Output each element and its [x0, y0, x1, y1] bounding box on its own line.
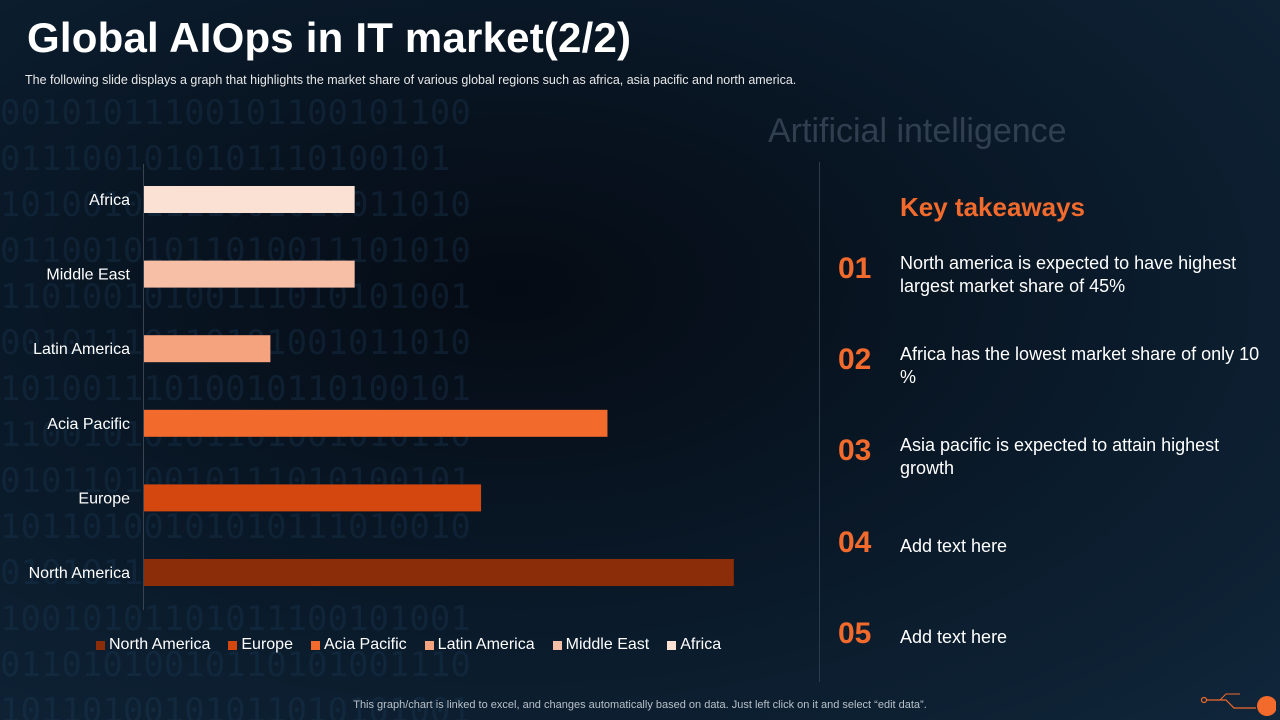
category-label: Middle East	[46, 267, 130, 284]
takeaway-number: 05	[838, 617, 872, 650]
circuit-decoration-icon	[1200, 693, 1276, 716]
takeaway-text: North america is expected to have highes…	[900, 253, 1237, 296]
takeaway-item-1: 01 North america is expected to have hig…	[838, 252, 1268, 298]
bars-group: Africa Middle East Latin America Acia Pacif…	[29, 186, 734, 586]
bar-chart[interactable]: Africa Middle East Latin America Acia Pacif…	[0, 150, 800, 630]
legend-label: Acia Pacific	[323, 636, 407, 653]
legend-label: Latin America	[437, 636, 535, 653]
takeaway-item-5: 05 Add text here	[838, 617, 1268, 651]
category-label: Latin America	[33, 341, 130, 358]
takeaway-text: Asia pacific is expected to attain highe…	[900, 435, 1220, 478]
legend-item: Middle East	[552, 636, 650, 654]
legend-label: North America	[109, 636, 211, 653]
legend-swatch	[96, 640, 105, 650]
legend-item: Europe	[228, 636, 293, 654]
legend-item: Africa	[667, 636, 721, 654]
takeaway-text: Add text here	[900, 536, 1008, 556]
legend-item: Latin America	[424, 636, 535, 654]
category-label: Europe	[78, 490, 130, 507]
takeaway-item-2: 02 Africa has the lowest market share of…	[838, 343, 1268, 389]
takeaway-number: 02	[838, 343, 872, 376]
page-title: Global AIOps in IT market(2/2)	[27, 14, 632, 61]
page-subtitle: The following slide displays a graph tha…	[25, 73, 797, 87]
category-label: Africa	[89, 192, 130, 209]
legend-swatch	[310, 640, 320, 650]
takeaway-text: Africa has the lowest market share of on…	[900, 344, 1260, 387]
bar-europe[interactable]	[144, 484, 482, 512]
legend-label: Europe	[241, 636, 293, 653]
category-label: Acia Pacific	[47, 416, 130, 433]
takeaway-number: 04	[838, 526, 872, 559]
takeaway-text: Add text here	[900, 627, 1008, 647]
bar-africa[interactable]	[144, 186, 355, 213]
bar-acia-pacific[interactable]	[144, 409, 608, 437]
legend-label: Middle East	[565, 636, 650, 653]
takeaway-number: 01	[838, 252, 872, 285]
bar-latin-america[interactable]	[144, 335, 271, 363]
legend-swatch	[552, 640, 562, 650]
bar-middle-east[interactable]	[144, 260, 355, 288]
legend-swatch	[228, 640, 238, 650]
watermark-text: Artificial intelligence	[768, 112, 1067, 150]
vertical-divider	[819, 162, 820, 682]
footer-note: This graph/chart is linked to excel, and…	[353, 699, 927, 711]
takeaway-item-4: 04 Add text here	[838, 526, 1268, 560]
legend-item: Acia Pacific	[310, 636, 407, 654]
legend-swatch	[424, 640, 434, 650]
bar-north-america[interactable]	[144, 559, 734, 586]
legend-label: Africa	[680, 636, 722, 653]
chart-legend: North America Europe Acia Pacific Latin Ame…	[96, 636, 721, 654]
category-label: North America	[29, 565, 130, 582]
takeaway-item-3: 03 Asia pacific is expected to attain hi…	[838, 434, 1268, 480]
key-takeaways-title: Key takeaways	[900, 192, 1086, 222]
takeaway-number: 03	[838, 434, 872, 467]
legend-item: North America	[96, 636, 210, 654]
legend-swatch	[667, 640, 677, 650]
